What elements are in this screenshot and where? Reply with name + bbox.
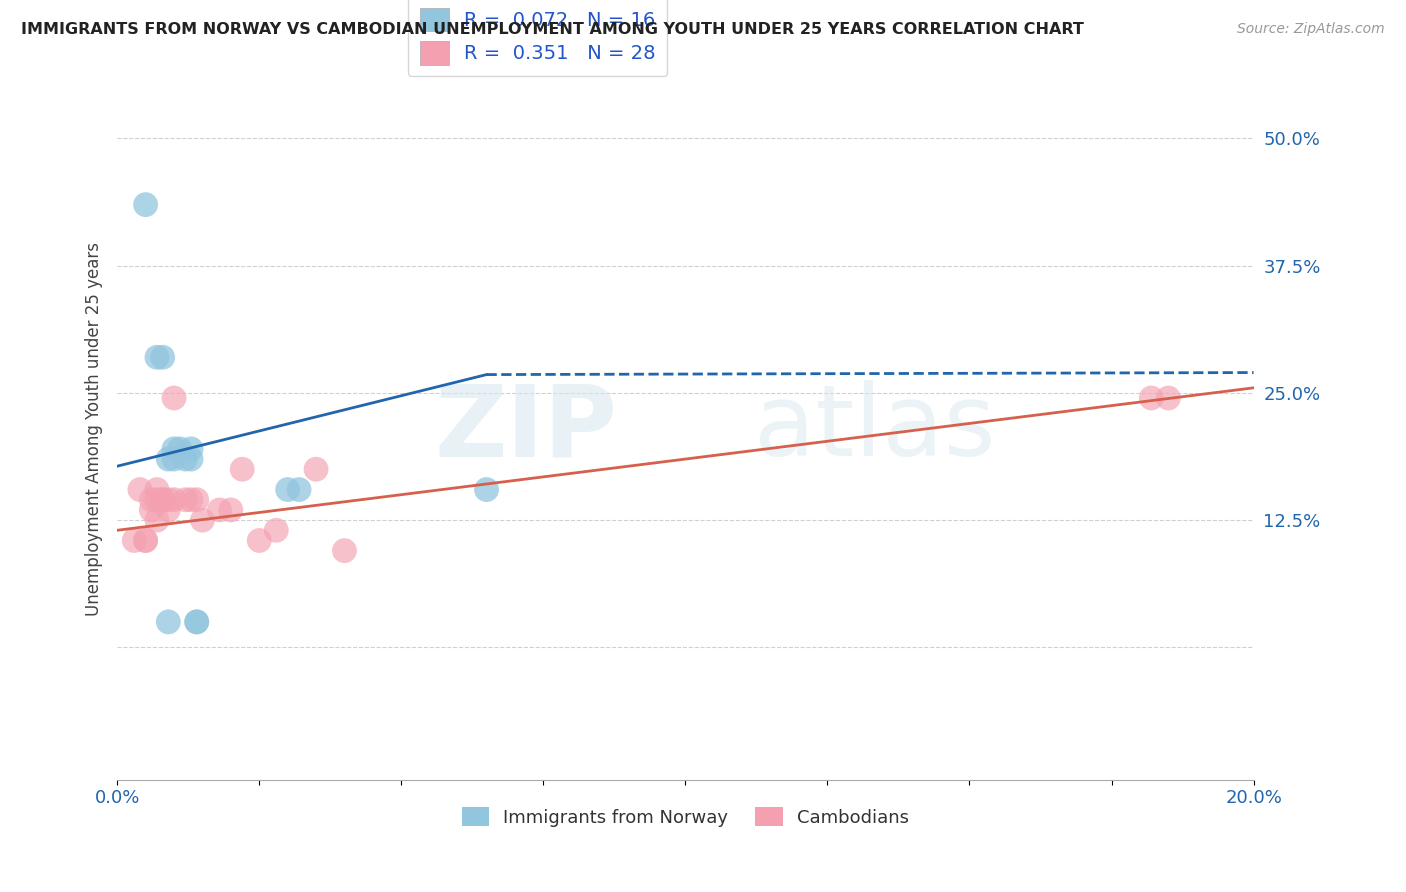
Point xyxy=(122,533,145,548)
Point xyxy=(180,492,202,507)
Point xyxy=(157,452,180,467)
Point xyxy=(1140,391,1163,405)
Point xyxy=(208,503,231,517)
Point xyxy=(135,533,157,548)
Text: IMMIGRANTS FROM NORWAY VS CAMBODIAN UNEMPLOYMENT AMONG YOUTH UNDER 25 YEARS CORR: IMMIGRANTS FROM NORWAY VS CAMBODIAN UNEM… xyxy=(21,22,1084,37)
Point xyxy=(186,615,208,629)
Point xyxy=(157,615,180,629)
Point xyxy=(169,442,191,456)
Point xyxy=(288,483,311,497)
Point xyxy=(163,442,186,456)
Point xyxy=(146,483,169,497)
Text: atlas: atlas xyxy=(754,380,995,477)
Text: Source: ZipAtlas.com: Source: ZipAtlas.com xyxy=(1237,22,1385,37)
Legend: Immigrants from Norway, Cambodians: Immigrants from Norway, Cambodians xyxy=(454,800,917,834)
Point xyxy=(180,452,202,467)
Point xyxy=(141,492,163,507)
Point xyxy=(163,492,186,507)
Point xyxy=(146,351,169,365)
Point xyxy=(247,533,270,548)
Point xyxy=(266,523,288,537)
Point xyxy=(141,503,163,517)
Point xyxy=(219,503,242,517)
Point xyxy=(1157,391,1180,405)
Point xyxy=(191,513,214,527)
Y-axis label: Unemployment Among Youth under 25 years: Unemployment Among Youth under 25 years xyxy=(86,242,103,615)
Point xyxy=(305,462,328,476)
Text: ZIP: ZIP xyxy=(434,380,617,477)
Point xyxy=(333,543,356,558)
Point xyxy=(475,483,498,497)
Point xyxy=(186,492,208,507)
Point xyxy=(157,503,180,517)
Point xyxy=(146,513,169,527)
Point xyxy=(152,492,174,507)
Point xyxy=(163,391,186,405)
Point xyxy=(129,483,152,497)
Point xyxy=(174,492,197,507)
Point xyxy=(186,615,208,629)
Point xyxy=(157,492,180,507)
Point xyxy=(135,197,157,211)
Point xyxy=(174,452,197,467)
Point xyxy=(180,442,202,456)
Point xyxy=(163,452,186,467)
Point xyxy=(152,351,174,365)
Point xyxy=(231,462,253,476)
Point xyxy=(135,533,157,548)
Point xyxy=(277,483,299,497)
Point xyxy=(152,492,174,507)
Point xyxy=(146,492,169,507)
